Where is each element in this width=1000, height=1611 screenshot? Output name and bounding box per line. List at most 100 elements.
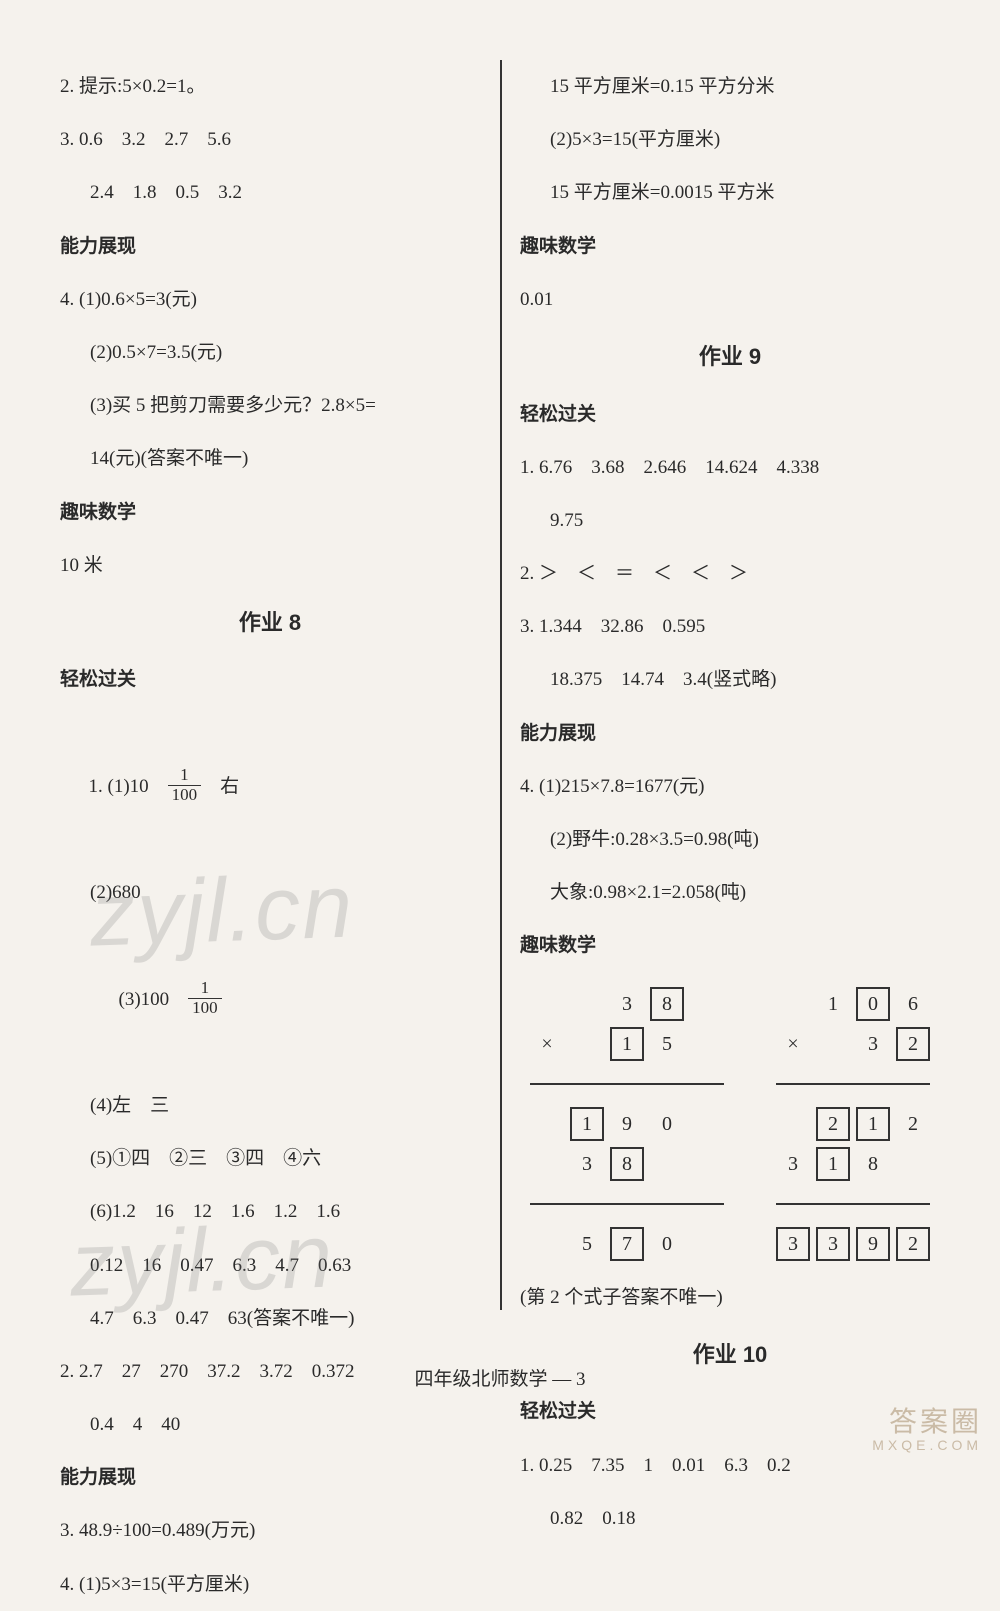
vmul-cell <box>690 1027 724 1061</box>
vmul-cell: 3 <box>816 1227 850 1261</box>
vertical-multiplication-group: 38×1519038570 106×322123183392 <box>520 981 940 1267</box>
vmul-cell: 3 <box>856 1027 890 1061</box>
vertical-multiplication-1: 38×1519038570 <box>524 981 730 1267</box>
vmul-cell: 1 <box>816 987 850 1021</box>
text-line: 4. (1)0.6×5=3(元) <box>60 273 480 326</box>
text-line: 3. 48.9÷100=0.489(万元) <box>60 1504 480 1557</box>
text-line: (2)680 <box>60 866 480 919</box>
vmul-cell <box>530 1227 564 1261</box>
vmul-cell <box>896 1147 930 1181</box>
text-line: 0.4 4 40 <box>60 1398 480 1451</box>
text-line: (3)100 1100 <box>60 919 480 1079</box>
vmul-cell: 9 <box>856 1227 890 1261</box>
vmul-cell: 0 <box>650 1107 684 1141</box>
vmul-cell: 3 <box>776 1227 810 1261</box>
text-line: 15 平方厘米=0.15 平方分米 <box>520 60 940 113</box>
section-heading: 能力展现 <box>60 220 480 273</box>
vmul-cell: 3 <box>570 1147 604 1181</box>
vmul-cell <box>776 1107 810 1141</box>
text-line: 1. 6.76 3.68 2.646 14.624 4.338 <box>520 441 940 494</box>
text-line: (4)左 三 <box>60 1079 480 1132</box>
vmul-cell: 1 <box>816 1147 850 1181</box>
vmul-cell: 2 <box>896 1107 930 1141</box>
text-line: (2)0.5×7=3.5(元) <box>60 326 480 379</box>
text-line: 大象:0.98×2.1=2.058(吨) <box>520 866 940 919</box>
text-line: 14(元)(答案不唯一) <box>60 432 480 485</box>
text-line: 18.375 14.74 3.4(竖式略) <box>520 653 940 706</box>
corner-big: 答案圈 <box>889 1406 982 1437</box>
vmul-cell: 2 <box>896 1027 930 1061</box>
vmul-cell: 2 <box>816 1107 850 1141</box>
vmul-cell <box>776 987 810 1021</box>
vmul-cell: 8 <box>856 1147 890 1181</box>
section-heading: 轻松过关 <box>520 388 940 441</box>
fraction-num: 1 <box>168 766 202 786</box>
text-line: 9.75 <box>520 494 940 547</box>
vmul-cell <box>570 1027 604 1061</box>
text-line: (6)1.2 16 12 1.6 1.2 1.6 <box>60 1185 480 1238</box>
vmul-cell <box>690 1107 724 1141</box>
text-line: 2. ＞ ＜ ＝ ＜ ＜ ＞ <box>520 547 940 600</box>
vmul-cell <box>570 987 604 1021</box>
section-heading: 能力展现 <box>60 1451 480 1504</box>
column-divider <box>500 60 502 1310</box>
vmul-cell <box>530 987 564 1021</box>
corner-small: MXQE.COM <box>872 1438 982 1453</box>
vmul-cell: 9 <box>610 1107 644 1141</box>
vmul-cell: 3 <box>610 987 644 1021</box>
text-line: 2. 提示:5×0.2=1。 <box>60 60 480 113</box>
vmul-cell <box>650 1147 684 1181</box>
vmul-cell: 3 <box>776 1147 810 1181</box>
vmul-cell: 8 <box>650 987 684 1021</box>
vmul-cell: 7 <box>610 1227 644 1261</box>
text-line: 4. (1)5×3=15(平方厘米) <box>60 1558 480 1611</box>
page-footer: 四年级北师数学 — 3 <box>60 1364 940 1391</box>
text-line: 3. 1.344 32.86 0.595 <box>520 600 940 653</box>
text-line: 2.4 1.8 0.5 3.2 <box>60 166 480 219</box>
vmul-cell <box>690 1147 724 1181</box>
text-line: (2)野牛:0.28×3.5=0.98(吨) <box>520 813 940 866</box>
assignment-title: 作业 8 <box>60 592 480 654</box>
text: 1. (1)10 <box>89 776 168 797</box>
vmul-cell: 6 <box>896 987 930 1021</box>
text: (3)100 <box>119 989 189 1010</box>
vmul-cell: 1 <box>856 1107 890 1141</box>
vmul-cell: 0 <box>856 987 890 1021</box>
vmul-cell: 5 <box>570 1227 604 1261</box>
vmul-cell: 0 <box>650 1227 684 1261</box>
vmul-cell <box>690 987 724 1021</box>
assignment-title: 作业 9 <box>520 326 940 388</box>
text-line: (3)买 5 把剪刀需要多少元？2.8×5= <box>60 379 480 432</box>
text-line: 0.82 0.18 <box>520 1492 940 1545</box>
vmul-cell: 8 <box>610 1147 644 1181</box>
right-column: 15 平方厘米=0.15 平方分米 (2)5×3=15(平方厘米) 15 平方厘… <box>520 60 940 1545</box>
text-line: 4.7 6.3 0.47 63(答案不唯一) <box>60 1292 480 1345</box>
vmul-cell <box>530 1147 564 1181</box>
fraction-den: 100 <box>188 999 222 1018</box>
corner-brand: 答案圈 MXQE.COM <box>872 1407 982 1453</box>
fraction-den: 100 <box>168 786 202 805</box>
text-line: (第 2 个式子答案不唯一) <box>520 1271 940 1324</box>
text-line: 1. (1)10 1100 右 <box>60 707 480 867</box>
section-heading: 趣味数学 <box>60 486 480 539</box>
text-line: 4. (1)215×7.8=1677(元) <box>520 760 940 813</box>
vmul-cell: 1 <box>610 1027 644 1061</box>
vmul-cell: 2 <box>896 1227 930 1261</box>
vmul-cell <box>816 1027 850 1061</box>
fraction: 1100 <box>188 979 222 1017</box>
text-line: (5)①四 ②三 ③四 ④六 <box>60 1132 480 1185</box>
text-line: 10 米 <box>60 539 480 592</box>
section-heading: 能力展现 <box>520 707 940 760</box>
section-heading: 轻松过关 <box>60 653 480 706</box>
fraction-num: 1 <box>188 979 222 999</box>
text: 右 <box>201 776 239 797</box>
section-heading: 趣味数学 <box>520 919 940 972</box>
text-line: 0.01 <box>520 273 940 326</box>
text-line: 15 平方厘米=0.0015 平方米 <box>520 166 940 219</box>
section-heading: 趣味数学 <box>520 220 940 273</box>
vmul-cell <box>690 1227 724 1261</box>
vmul-cell: 5 <box>650 1027 684 1061</box>
vmul-cell: × <box>530 1027 564 1061</box>
fraction: 1100 <box>168 766 202 804</box>
text-line: 3. 0.6 3.2 2.7 5.6 <box>60 113 480 166</box>
